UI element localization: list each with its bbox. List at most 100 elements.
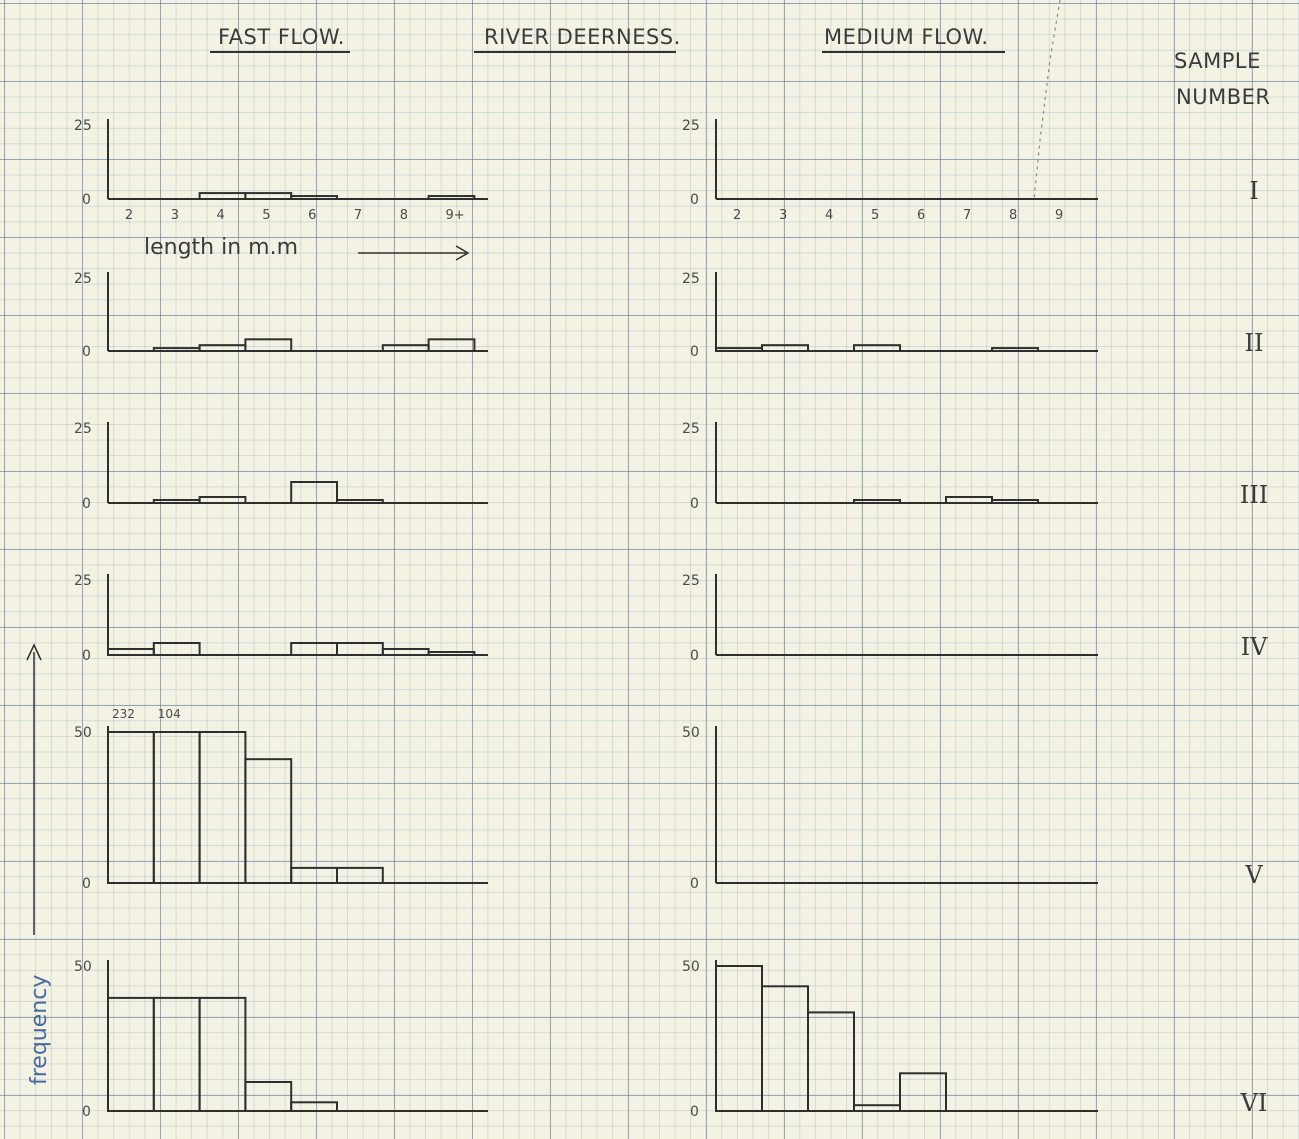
medium-bar-VI-3: [761, 985, 809, 1112]
medium-bar-VI-2: [715, 965, 763, 1112]
fast-ytick-max-I: 25: [74, 118, 92, 134]
medium-xtick-5: 5: [871, 208, 879, 223]
medium-ytick-zero-IV: 0: [690, 648, 699, 664]
fast-xtick-6: 6: [308, 208, 316, 223]
histograms: 25 0 2 3 4 5 6 7 8 9+ 25 0 2 3 4 5 6 7 8 9 I 25 0 25 0 II 25 0 25 0 II…: [74, 118, 1268, 1120]
medium-xtick-3: 3: [779, 208, 787, 223]
fast-bar-III-3: [152, 499, 201, 504]
fast-bar-IV-6: [290, 642, 339, 656]
fast-ytick-zero-III: 0: [82, 496, 91, 512]
medium-bar-III-8: [991, 499, 1039, 504]
fast-bar-II-3: [152, 347, 201, 352]
fast-bar-VI-3: [152, 996, 201, 1113]
fast-bar-I-5: [244, 192, 293, 201]
sample-number-III: III: [1240, 481, 1268, 509]
fast-bar-IV-8: [381, 648, 430, 656]
fast-bar-III-4: [198, 496, 247, 504]
sample-number-IV: IV: [1241, 633, 1268, 661]
fast-bar-V-7: [336, 866, 384, 885]
medium-ytick-zero-VI: 0: [690, 1104, 699, 1120]
fast-xtick-9+: 9+: [446, 208, 465, 223]
fast-value-label-V-1: 104: [158, 707, 181, 721]
pencil-stroke: [1033, 0, 1061, 201]
fast-bar-V-4: [198, 731, 247, 884]
fast-bar-V-2: [107, 731, 155, 884]
fast-ytick-zero-I: 0: [82, 192, 91, 208]
length-axis-label: length in m.m: [144, 235, 298, 260]
medium-ytick-max-II: 25: [682, 271, 700, 287]
fast-bar-VI-4: [198, 996, 247, 1113]
medium-bar-III-5: [853, 499, 901, 504]
fast-bar-IV-9+: [427, 651, 476, 656]
fast-ytick-max-II: 25: [74, 271, 92, 287]
medium-ytick-max-IV: 25: [682, 573, 700, 589]
medium-ytick-max-III: 25: [682, 421, 700, 437]
length-arrow-head: [455, 245, 470, 261]
medium-flow-heading: MEDIUM FLOW.: [824, 25, 989, 49]
medium-xtick-9: 9: [1055, 208, 1063, 223]
sample-number-I: I: [1249, 177, 1258, 205]
medium-xtick-4: 4: [825, 208, 833, 223]
medium-bar-VI-6: [899, 1072, 947, 1113]
medium-ytick-zero-II: 0: [690, 344, 699, 360]
fast-ytick-max-III: 25: [74, 421, 92, 437]
fast-bar-I-4: [198, 192, 247, 201]
fast-bar-V-3: [152, 731, 201, 884]
fast-bar-II-4: [198, 344, 247, 353]
fast-bar-II-5: [244, 338, 293, 353]
fast-flow-heading: FAST FLOW.: [218, 25, 345, 49]
fast-ytick-zero-VI: 0: [82, 1104, 91, 1120]
sample-number-heading-line2: NUMBER: [1176, 85, 1270, 109]
sample-number-VI: VI: [1240, 1089, 1268, 1117]
river-heading: RIVER DEERNESS.: [484, 25, 681, 49]
fast-bar-II-9+: [427, 338, 476, 353]
fast-ytick-zero-II: 0: [82, 344, 91, 360]
fast-ytick-zero-IV: 0: [82, 648, 91, 664]
medium-xtick-6: 6: [917, 208, 925, 223]
frequency-axis-label: frequency: [27, 975, 52, 1085]
fast-xtick-2: 2: [125, 208, 133, 223]
medium-xtick-8: 8: [1009, 208, 1017, 223]
medium-xtick-7: 7: [963, 208, 971, 223]
medium-bar-III-7: [945, 496, 993, 504]
medium-ytick-max-VI: 50: [682, 959, 700, 975]
fast-bar-III-7: [336, 499, 384, 504]
fast-bar-I-6: [290, 195, 339, 200]
fast-bar-VI-2: [107, 996, 155, 1113]
sample-number-II: II: [1245, 329, 1264, 357]
medium-bar-VI-5: [853, 1104, 901, 1112]
medium-ytick-zero-III: 0: [690, 496, 699, 512]
medium-ytick-max-V: 50: [682, 725, 700, 741]
medium-xtick-2: 2: [733, 208, 741, 223]
medium-ytick-max-I: 25: [682, 118, 700, 134]
fast-xtick-4: 4: [217, 208, 225, 223]
fast-bar-V-5: [244, 758, 293, 884]
fast-ytick-max-IV: 25: [74, 573, 92, 589]
fast-bar-VI-5: [244, 1081, 293, 1112]
fast-bar-I-9+: [427, 195, 476, 200]
fast-ytick-max-V: 50: [74, 725, 92, 741]
frequency-arrow-head: [26, 643, 42, 661]
medium-bar-II-5: [853, 344, 901, 353]
medium-ytick-zero-I: 0: [690, 192, 699, 208]
medium-bar-II-8: [991, 347, 1039, 352]
fast-value-label-V-0: 232: [112, 707, 135, 721]
sample-number-heading-line1: SAMPLE: [1174, 49, 1261, 73]
fast-ytick-zero-V: 0: [82, 876, 91, 892]
fast-ytick-max-VI: 50: [74, 959, 92, 975]
fast-bar-IV-7: [336, 642, 384, 656]
medium-bar-II-3: [761, 344, 809, 353]
fast-bar-IV-2: [107, 648, 155, 656]
fast-xtick-8: 8: [400, 208, 408, 223]
fast-xtick-5: 5: [262, 208, 270, 223]
fast-bar-IV-3: [152, 642, 201, 656]
fast-bar-III-6: [290, 481, 339, 504]
sample-number-V: V: [1244, 861, 1263, 889]
fast-bar-VI-6: [290, 1101, 339, 1113]
fast-bar-II-8: [381, 344, 430, 353]
fast-bar-V-6: [290, 866, 339, 885]
medium-ytick-zero-V: 0: [690, 876, 699, 892]
medium-bar-II-2: [715, 347, 763, 352]
medium-bar-VI-4: [807, 1011, 855, 1113]
